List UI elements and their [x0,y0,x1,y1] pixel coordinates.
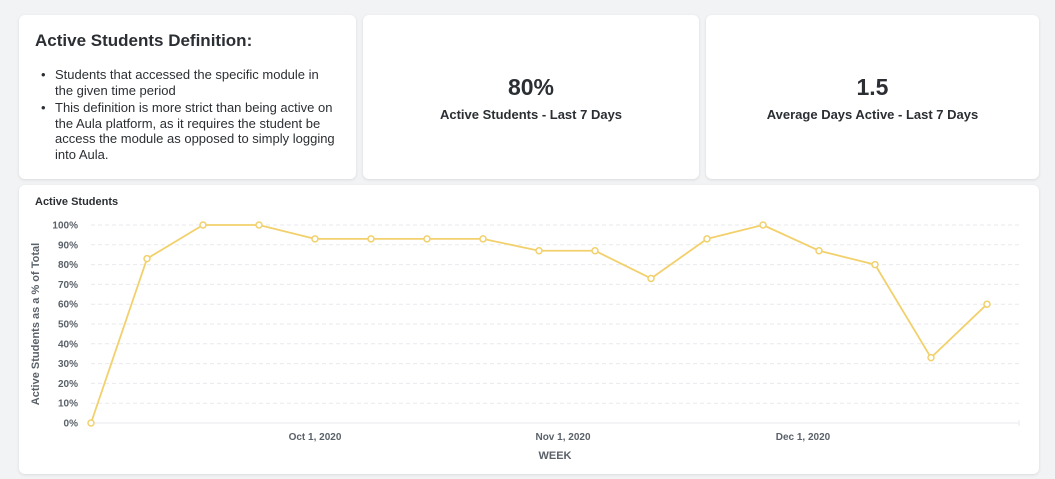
chart-title: Active Students [35,196,119,208]
data-point [423,235,431,243]
data-point [703,235,711,243]
data-point [87,419,95,427]
data-point [759,221,767,229]
data-point [535,246,543,255]
x-axis-title: WEEK [539,450,572,462]
definition-card: Active Students Definition: Students tha… [19,15,356,179]
chart-card: Active Students 0% 10% 20% 30% 40% 50% 60% 70% 8… [19,185,1039,474]
kpi-card-average-days: 1.5 Average Days Active - Last 7 Days [706,15,1039,179]
data-point [927,353,935,362]
data-point [255,221,263,229]
data-point [871,260,879,269]
x-tick-label: Oct 1, 2020 [289,432,342,443]
data-point [591,246,599,255]
y-tick-label: 0% [64,419,79,430]
kpi-card-active-students: 80% Active Students - Last 7 Days [363,15,699,179]
definition-title: Active Students Definition: [35,31,253,50]
y-tick-label: 20% [58,379,78,390]
data-point [311,235,319,243]
y-tick-label: 10% [58,399,78,410]
data-point [479,235,487,243]
definition-bullet: This definition is more strict than bein… [41,100,340,162]
data-point [647,274,655,283]
x-tick-label: Nov 1, 2020 [535,432,590,443]
data-point [143,254,151,263]
kpi-value: 1.5 [856,74,889,100]
y-axis-title: Active Students as a % of Total [30,243,42,405]
y-tick-label: 40% [58,339,78,350]
data-point [983,300,991,308]
y-tick-label: 100% [52,221,78,232]
kpi-label: Active Students - Last 7 Days [439,107,623,122]
kpi-label: Average Days Active - Last 7 Days [766,107,979,122]
y-tick-label: 30% [58,359,78,370]
definition-list: Students that accessed the specific modu… [35,67,340,162]
line-chart: 0% 10% 20% 30% 40% 50% 60% 70% 80% 90% 100% Oct 1, … [30,221,1020,462]
data-point [815,246,823,255]
y-tick-label: 90% [58,240,78,251]
data-point [367,235,375,243]
x-tick-label: Dec 1, 2020 [776,432,831,443]
definition-bullet: Students that accessed the specific modu… [41,67,340,98]
y-tick-label: 80% [58,260,78,271]
kpi-value: 80% [507,74,555,100]
y-tick-label: 70% [58,280,78,291]
y-tick-label: 50% [58,320,78,331]
data-point [199,221,207,229]
y-tick-label: 60% [58,300,78,311]
